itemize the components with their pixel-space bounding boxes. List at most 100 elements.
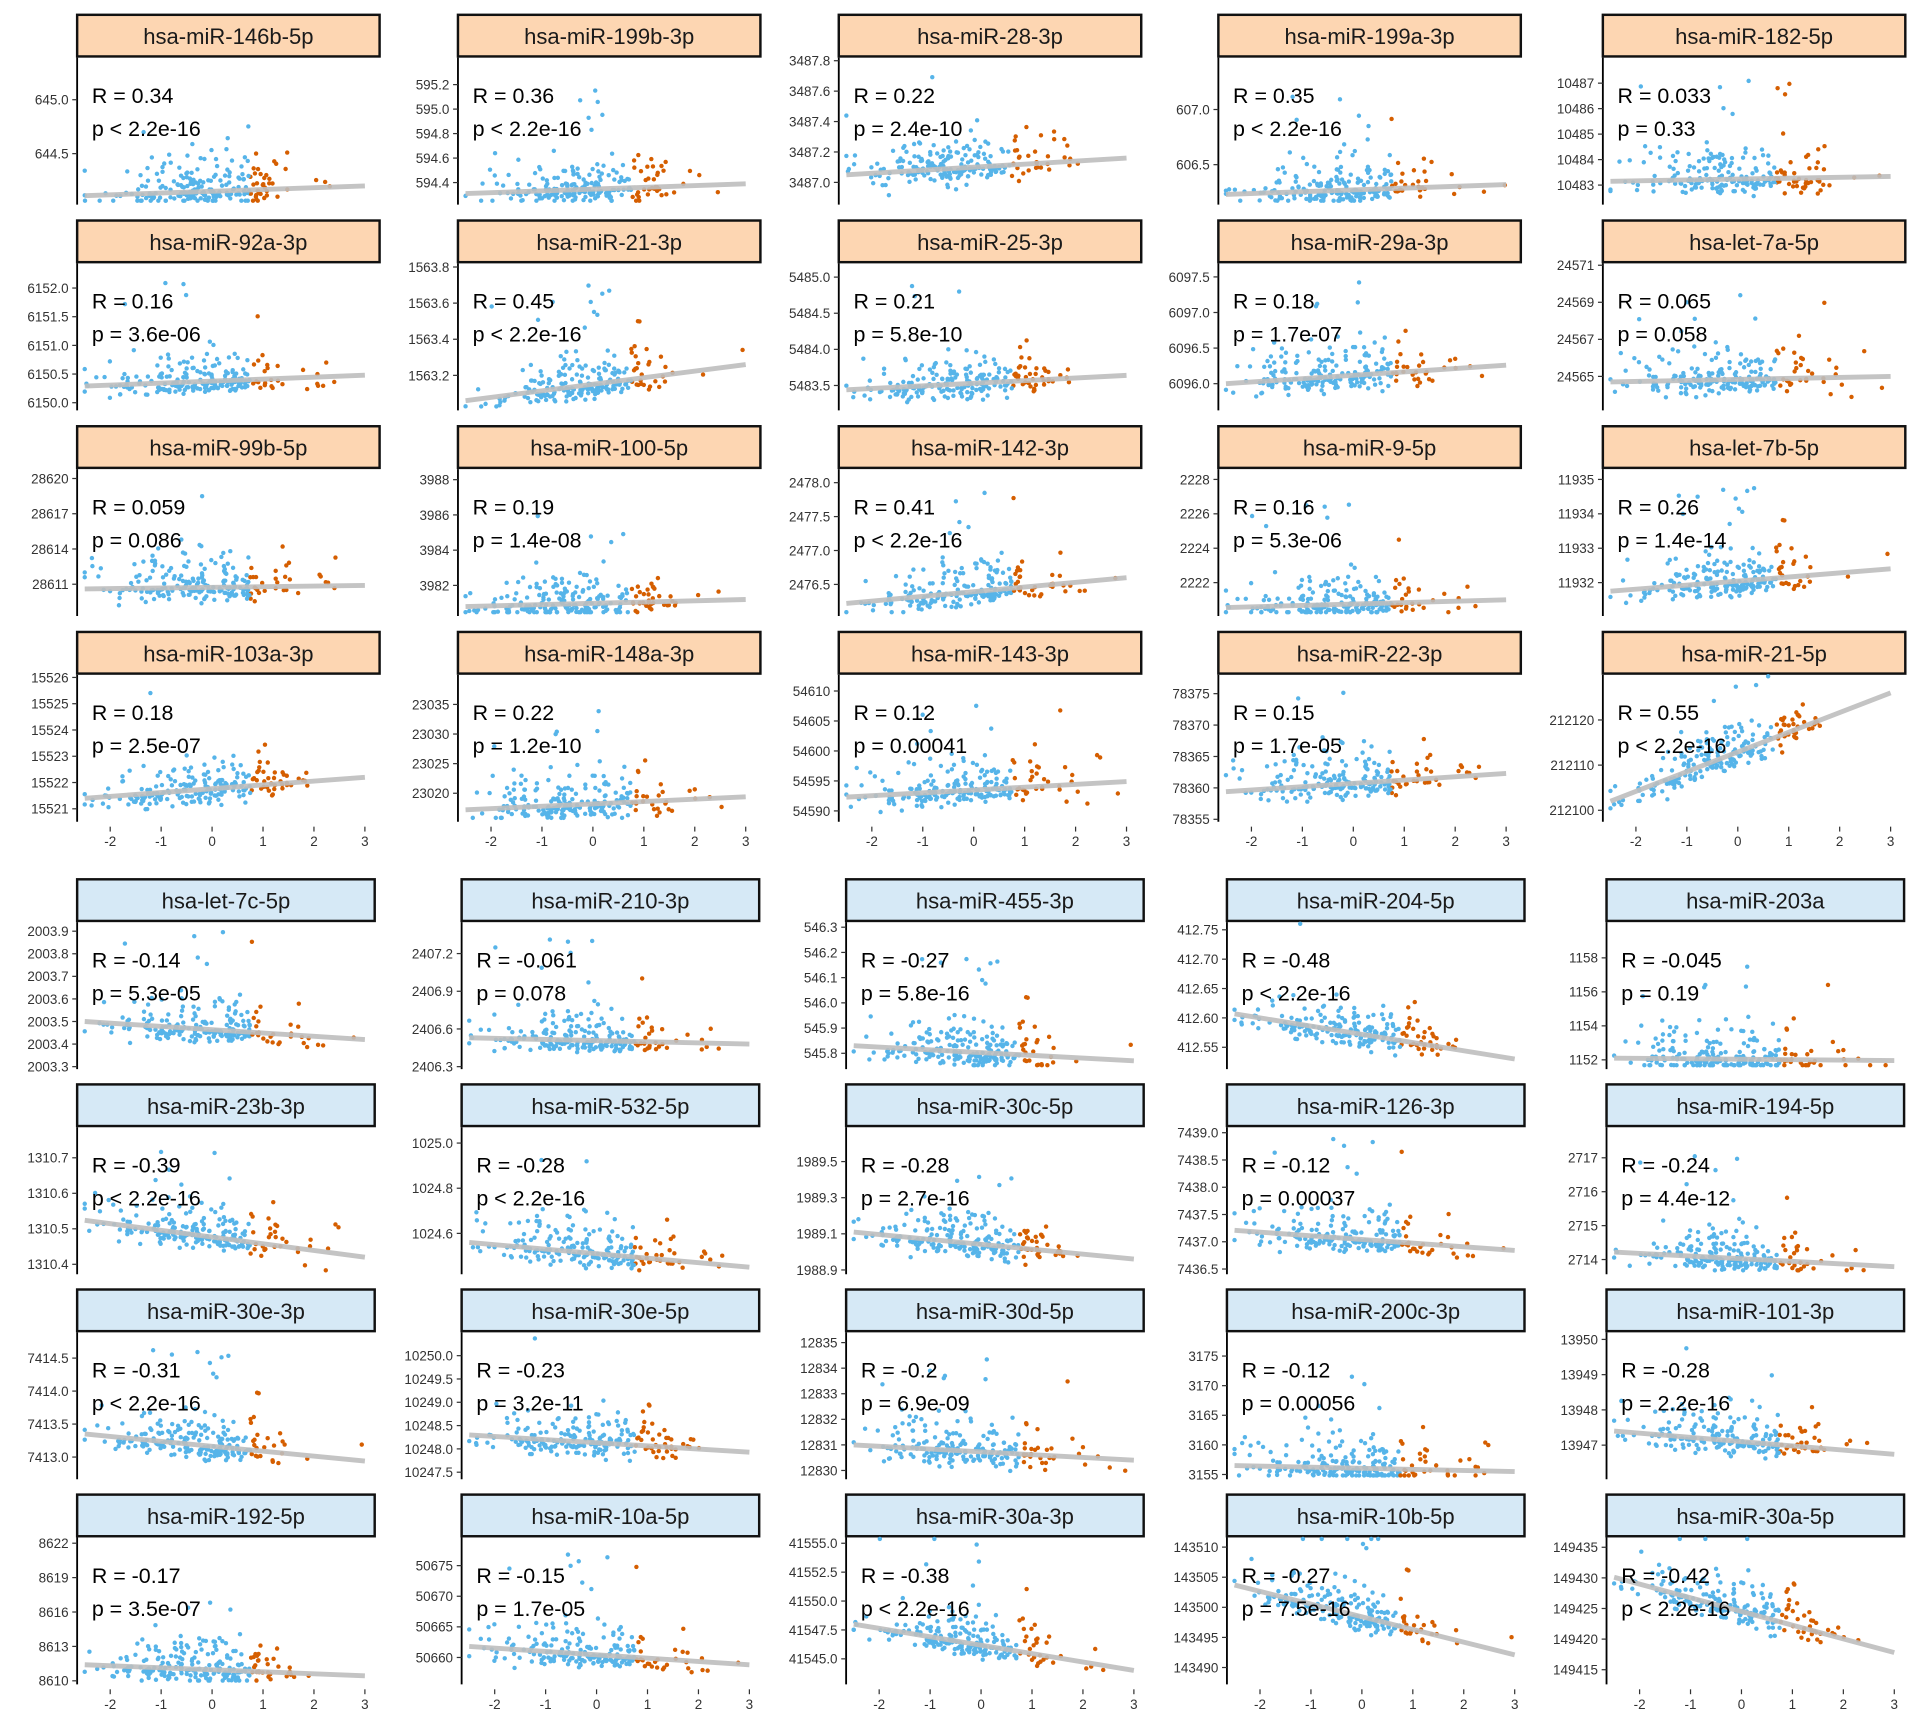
panel-hsa-mir-103a-3p: hsa-miR-103a-3p1552615525155241552315522… — [31, 630, 381, 849]
y-tick-label: 15526 — [31, 670, 68, 685]
data-point — [111, 198, 116, 203]
regression-line — [84, 183, 365, 199]
correlation-r-label: R = 0.19 — [473, 495, 555, 519]
data-point — [512, 781, 517, 786]
data-point — [1322, 364, 1327, 369]
data-point — [1766, 153, 1771, 158]
data-point — [237, 176, 242, 181]
x-tick-label: 3 — [742, 834, 749, 849]
data-point — [1693, 182, 1698, 187]
data-point — [239, 385, 245, 390]
data-point — [1638, 84, 1644, 89]
data-point — [952, 582, 957, 588]
data-point — [1686, 151, 1691, 157]
panel-title: hsa-miR-25-3p — [917, 230, 1063, 255]
data-point — [162, 161, 167, 166]
data-point — [265, 760, 270, 765]
data-point — [1305, 771, 1310, 776]
panel-hsa-mir-142-3p: hsa-miR-142-3p2478.02477.52477.02476.5R … — [789, 425, 1143, 617]
data-point — [1420, 359, 1426, 365]
data-point — [1388, 172, 1394, 177]
data-point — [595, 162, 600, 167]
data-point — [135, 187, 141, 192]
data-point — [236, 789, 242, 794]
data-point — [974, 118, 980, 123]
data-point — [1724, 562, 1730, 567]
data-point — [1343, 763, 1349, 768]
data-point — [528, 399, 533, 405]
p-value-label: p = 0.33 — [1618, 117, 1696, 141]
data-point — [1709, 155, 1715, 161]
data-point — [1382, 590, 1387, 595]
data-point — [528, 378, 534, 383]
data-point — [558, 787, 564, 792]
data-point — [1765, 161, 1771, 166]
data-point — [480, 181, 485, 186]
data-point — [1030, 774, 1035, 779]
data-point — [579, 391, 584, 396]
data-point — [1367, 167, 1372, 173]
data-point — [1809, 371, 1815, 376]
data-point — [222, 173, 228, 178]
data-point — [1232, 187, 1238, 192]
data-point — [1001, 169, 1006, 175]
y-tick-label: 6096.5 — [1169, 341, 1210, 356]
data-point — [89, 803, 94, 808]
y-tick-label: 2003.9 — [27, 924, 68, 939]
data-point — [957, 794, 962, 800]
data-point — [202, 389, 208, 395]
data-point — [1305, 799, 1310, 804]
y-tick-label: 3986 — [419, 508, 449, 523]
data-point — [144, 578, 149, 583]
data-point — [946, 800, 951, 805]
data-point — [1758, 568, 1763, 573]
data-point — [601, 163, 606, 168]
data-point — [270, 1040, 275, 1045]
data-point — [1608, 188, 1613, 194]
data-point — [1710, 388, 1715, 394]
data-point — [986, 159, 991, 165]
data-point — [1692, 589, 1698, 594]
data-point — [533, 798, 539, 803]
data-point — [962, 583, 967, 588]
data-point — [1733, 760, 1739, 765]
data-point — [522, 787, 527, 792]
data-point — [1378, 380, 1383, 386]
data-point — [605, 348, 610, 353]
data-point — [1834, 365, 1839, 370]
data-point — [261, 1036, 266, 1041]
data-point — [939, 376, 945, 381]
data-point — [947, 171, 953, 177]
data-point — [148, 1012, 153, 1017]
data-point — [633, 198, 639, 203]
data-point — [595, 728, 600, 734]
data-point — [961, 796, 967, 802]
data-point — [889, 609, 894, 615]
data-point — [599, 171, 605, 176]
data-point — [558, 354, 563, 359]
data-point — [586, 115, 591, 120]
panel-strip — [75, 219, 381, 264]
data-point — [906, 760, 911, 765]
data-point — [1375, 772, 1380, 777]
data-point — [239, 1012, 244, 1018]
data-point — [1743, 146, 1748, 151]
y-tick-label: 10484 — [1557, 153, 1595, 168]
data-point — [1038, 165, 1044, 170]
data-point — [570, 796, 575, 802]
data-point — [506, 608, 512, 613]
data-point — [587, 596, 593, 602]
data-point — [198, 370, 203, 375]
data-point — [1693, 394, 1699, 400]
data-point — [1360, 750, 1365, 755]
data-point — [213, 172, 218, 178]
data-point — [1452, 356, 1458, 362]
data-point — [1657, 144, 1663, 150]
y-tick-label: 24565 — [1557, 369, 1594, 384]
data-point — [258, 171, 263, 177]
data-point — [472, 608, 477, 613]
data-point — [622, 764, 627, 769]
data-point — [940, 153, 945, 159]
data-point — [1415, 383, 1420, 389]
